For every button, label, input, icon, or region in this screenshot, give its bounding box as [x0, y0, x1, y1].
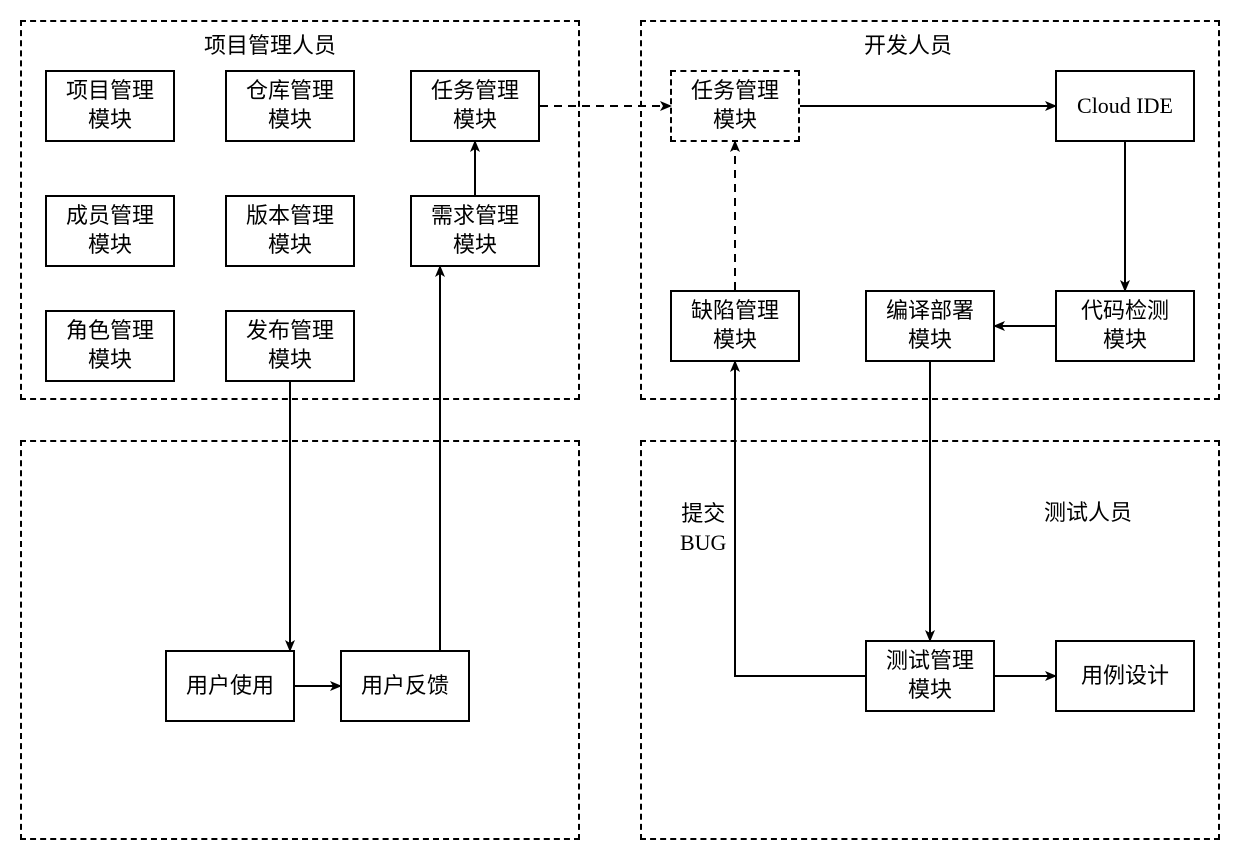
box-user_use: 用户使用: [165, 650, 295, 722]
box-compile_dep: 编译部署 模块: [865, 290, 995, 362]
box-user_feedback: 用户反馈: [340, 650, 470, 722]
edge-label-test_mgmt-defect_mgmt: 提交 BUG: [680, 500, 726, 557]
container-user: [20, 440, 580, 840]
box-req_mgmt: 需求管理 模块: [410, 195, 540, 267]
box-cloud_ide: Cloud IDE: [1055, 70, 1195, 142]
box-defect_mgmt: 缺陷管理 模块: [670, 290, 800, 362]
box-case_design: 用例设计: [1055, 640, 1195, 712]
box-task_mgmt_1: 任务管理 模块: [410, 70, 540, 142]
box-repo_mgmt: 仓库管理 模块: [225, 70, 355, 142]
container-title-pm: 项目管理人员: [200, 28, 340, 60]
box-role_mgmt: 角色管理 模块: [45, 310, 175, 382]
box-code_check: 代码检测 模块: [1055, 290, 1195, 362]
box-release_mgmt: 发布管理 模块: [225, 310, 355, 382]
box-test_mgmt: 测试管理 模块: [865, 640, 995, 712]
box-proj_mgmt: 项目管理 模块: [45, 70, 175, 142]
box-version_mgmt: 版本管理 模块: [225, 195, 355, 267]
box-task_mgmt_2: 任务管理 模块: [670, 70, 800, 142]
box-member_mgmt: 成员管理 模块: [45, 195, 175, 267]
container-title-tester: 测试人员: [1040, 495, 1136, 527]
container-title-dev: 开发人员: [860, 28, 956, 60]
